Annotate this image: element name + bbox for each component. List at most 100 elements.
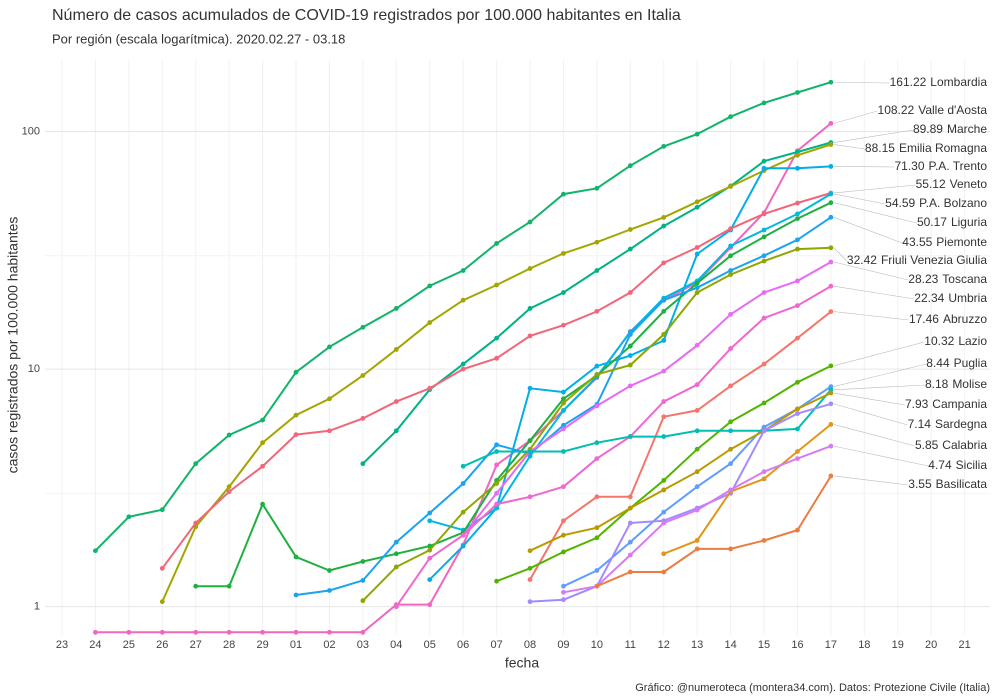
leader-line	[833, 311, 909, 321]
end-label-value: 17.46	[909, 312, 939, 326]
point	[661, 215, 667, 220]
y-axis-label: casos registrados por 100.000 habitantes	[5, 217, 21, 474]
x-tick-label: 02	[323, 639, 335, 651]
point	[828, 79, 834, 85]
point	[527, 565, 533, 571]
leader-line	[833, 202, 918, 224]
point	[360, 629, 366, 635]
chart-title: Número de casos acumulados de COVID-19 r…	[52, 7, 681, 24]
point	[694, 382, 700, 388]
point	[795, 211, 800, 217]
point	[795, 426, 800, 432]
point	[293, 369, 299, 375]
point	[460, 532, 466, 538]
point	[594, 456, 600, 462]
point	[494, 505, 499, 511]
point	[460, 366, 466, 372]
point	[828, 120, 834, 126]
point	[327, 428, 332, 434]
x-tick-label: 17	[825, 639, 837, 651]
point	[661, 260, 667, 266]
point	[795, 152, 800, 158]
end-label: 161.22 Lombardia	[890, 75, 988, 89]
point	[427, 602, 433, 608]
point	[460, 543, 466, 549]
leader-line	[833, 129, 914, 143]
point	[427, 320, 433, 325]
series-line	[395, 285, 832, 608]
end-label-value: 54.59	[885, 196, 915, 210]
end-label: 8.18 Molise	[925, 377, 987, 391]
point	[694, 280, 700, 286]
point	[694, 204, 700, 210]
point	[561, 389, 566, 395]
end-label-value: 3.55	[908, 477, 932, 491]
point	[561, 549, 566, 555]
point	[561, 532, 566, 538]
leader-line	[833, 363, 927, 387]
point	[527, 219, 533, 225]
x-tick-label: 13	[691, 639, 703, 651]
series-line	[596, 475, 832, 588]
end-label-name: Campania	[932, 397, 987, 411]
point	[193, 461, 199, 467]
end-label: 71.30 P.A. Trento	[894, 159, 987, 173]
point	[795, 303, 800, 309]
point	[795, 246, 800, 252]
point	[761, 211, 767, 217]
point	[795, 456, 800, 462]
point	[427, 547, 433, 553]
point	[360, 559, 366, 564]
point	[159, 565, 165, 571]
point	[761, 428, 767, 434]
x-tick-label: 21	[958, 639, 970, 651]
end-label-name: Basilicata	[936, 477, 988, 491]
point	[561, 484, 566, 490]
point	[393, 564, 399, 570]
point	[828, 164, 834, 169]
point	[627, 494, 633, 500]
point	[828, 142, 834, 147]
end-label-value: 7.93	[905, 397, 929, 411]
leader-line	[833, 261, 909, 281]
leader-line	[833, 392, 905, 406]
point	[828, 390, 834, 396]
point	[761, 165, 767, 171]
point	[627, 343, 633, 349]
x-tick-label: 10	[591, 639, 603, 651]
point	[594, 583, 600, 589]
point	[761, 424, 767, 430]
x-tick-label: 14	[724, 639, 736, 651]
end-label: 17.46 Abruzzo	[909, 312, 987, 326]
point	[527, 438, 533, 444]
point	[694, 484, 700, 490]
point	[795, 449, 800, 454]
point	[761, 234, 767, 240]
x-tick-label: 27	[190, 639, 202, 651]
x-tick-label: 29	[256, 639, 268, 651]
point	[661, 520, 667, 526]
series-line	[195, 201, 832, 588]
point	[795, 411, 800, 416]
point	[527, 599, 533, 605]
point	[327, 344, 332, 350]
leader-line	[833, 445, 929, 467]
point	[795, 406, 800, 412]
point	[360, 461, 366, 467]
point	[694, 469, 700, 475]
point	[795, 335, 800, 341]
point	[694, 251, 700, 257]
point	[661, 414, 667, 420]
point	[460, 463, 466, 469]
end-label: 5.85 Calabria	[915, 438, 987, 452]
point	[627, 569, 633, 575]
x-tick-label: 05	[424, 639, 436, 651]
point	[627, 539, 633, 545]
x-tick-label: 09	[557, 639, 569, 651]
end-label-value: 55.12	[916, 177, 946, 191]
point	[627, 331, 633, 337]
x-tick-label: 01	[290, 639, 302, 651]
point	[594, 308, 600, 314]
end-label-name: Abruzzo	[943, 312, 987, 326]
point	[761, 476, 767, 482]
